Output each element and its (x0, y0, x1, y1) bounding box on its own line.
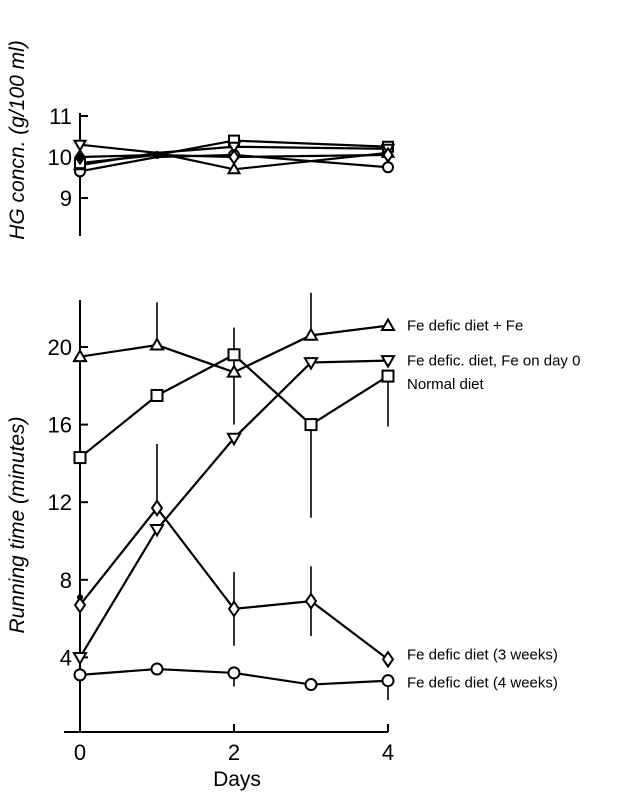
data-point (72, 348, 88, 363)
hg-data-point (228, 148, 240, 166)
y-tick-label: 8 (60, 568, 72, 593)
series-labels: Fe defic diet + Fe Fe defic. diet, Fe on … (407, 318, 580, 692)
running-time-series (72, 317, 396, 692)
hg-series-line (79, 153, 389, 159)
series-diamond (73, 499, 395, 669)
data-point (304, 592, 318, 611)
data-point (380, 355, 396, 369)
hg-data-point (226, 141, 242, 155)
data-point (73, 668, 87, 682)
data-point (226, 432, 242, 447)
series-label: Fe defic diet (3 weeks) (407, 646, 558, 663)
hemoglobin-y-axis: 9 10 11 (48, 104, 88, 236)
hg-series-line (79, 143, 389, 155)
data-point (73, 451, 87, 465)
series-triangle-down (72, 355, 396, 666)
hg-data-point (72, 139, 88, 153)
series-label: Fe defic diet (4 weeks) (407, 675, 558, 692)
data-point (381, 369, 395, 383)
running-time-axis-title: Running time (minutes) (6, 416, 29, 633)
series-label: Fe defic diet + Fe (407, 318, 523, 335)
hg-y-tick-label: 9 (60, 186, 72, 211)
y-tick-label: 20 (48, 335, 72, 360)
running-time-axes: 4 8 12 16 20 0 2 4 (48, 300, 394, 765)
data-point (381, 674, 395, 688)
hg-y-tick-label: 11 (49, 104, 72, 129)
data-point (150, 662, 164, 676)
data-point (150, 499, 164, 517)
series-triangle-up (72, 317, 396, 378)
x-tick-label: 4 (382, 740, 394, 765)
data-point (380, 317, 396, 332)
hg-data-point (226, 161, 242, 175)
hg-series-triangle-down (72, 139, 396, 157)
series-label: Normal diet (407, 376, 485, 393)
days-axis-title: Days (213, 768, 261, 791)
series-circle (73, 662, 395, 692)
x-tick-label: 2 (228, 740, 240, 765)
hg-data-point (382, 161, 394, 174)
hg-series-line (79, 139, 389, 165)
data-point (227, 348, 241, 362)
data-point (72, 652, 88, 666)
x-tick-label: 0 (74, 740, 86, 765)
data-point (149, 337, 165, 351)
filled-point (77, 594, 83, 601)
series-label: Fe defic. diet, Fe on day 0 (407, 353, 580, 370)
data-point (303, 357, 319, 371)
y-tick-label: 12 (48, 490, 72, 515)
data-point (304, 678, 318, 692)
data-point (227, 599, 241, 618)
hemoglobin-axis-title: HG concn. (g/100 ml) (6, 40, 29, 240)
data-point (304, 418, 318, 432)
data-point (149, 523, 165, 538)
y-tick-label: 16 (48, 413, 72, 438)
series-square (73, 348, 395, 465)
data-point (73, 596, 87, 614)
data-point (150, 389, 164, 402)
hemoglobin-series (72, 134, 396, 178)
data-point (303, 327, 319, 341)
hg-filled-point (153, 150, 161, 159)
data-point (226, 364, 242, 378)
hg-series-diamond (74, 146, 394, 166)
y-tick-label: 4 (60, 645, 72, 670)
data-point (227, 666, 241, 680)
hg-filled-point (76, 153, 84, 161)
hemoglobin-panel: 9 10 11 HG concn. (g/100 ml) (6, 40, 396, 240)
data-point (381, 650, 395, 669)
hg-data-point (382, 146, 394, 164)
hg-y-tick-label: 10 (48, 145, 72, 170)
running-time-panel: 4 8 12 16 20 0 2 4 Fe defic diet + Fe Fe defic. … (6, 292, 580, 791)
